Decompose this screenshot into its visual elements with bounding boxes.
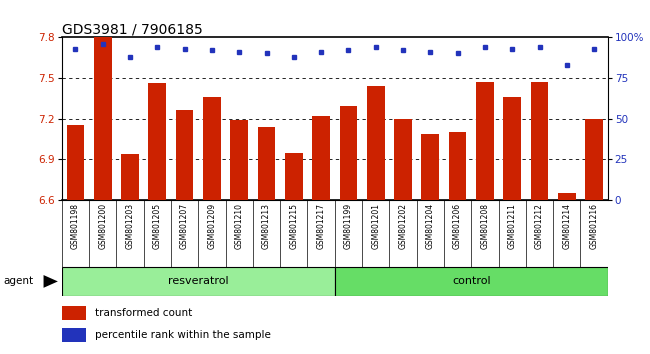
Bar <box>176 110 194 200</box>
Bar <box>503 97 521 200</box>
Bar <box>62 306 86 320</box>
Bar <box>476 82 494 200</box>
Text: GSM801210: GSM801210 <box>235 203 244 249</box>
Text: GDS3981 / 7906185: GDS3981 / 7906185 <box>62 22 203 36</box>
Bar <box>285 153 303 200</box>
Text: GSM801216: GSM801216 <box>590 203 599 249</box>
Text: GSM801202: GSM801202 <box>398 203 408 249</box>
Text: GSM801198: GSM801198 <box>71 203 80 249</box>
Text: GSM801215: GSM801215 <box>289 203 298 249</box>
Bar <box>394 119 412 200</box>
Bar <box>148 83 166 200</box>
Bar <box>230 120 248 200</box>
Text: GSM801207: GSM801207 <box>180 203 189 250</box>
Bar <box>94 37 112 200</box>
Text: GSM801209: GSM801209 <box>207 203 216 250</box>
Text: transformed count: transformed count <box>95 308 192 318</box>
Bar <box>121 154 139 200</box>
Text: GSM801204: GSM801204 <box>426 203 435 250</box>
Text: agent: agent <box>3 276 33 286</box>
Bar <box>62 327 86 342</box>
Bar <box>257 127 276 200</box>
Bar <box>558 193 576 200</box>
Text: GSM801217: GSM801217 <box>317 203 326 249</box>
Bar <box>530 82 549 200</box>
Bar <box>339 106 358 200</box>
Text: GSM801200: GSM801200 <box>98 203 107 250</box>
Bar <box>448 132 467 200</box>
Text: GSM801201: GSM801201 <box>371 203 380 249</box>
Text: resveratrol: resveratrol <box>168 276 229 286</box>
Text: control: control <box>452 276 491 286</box>
Text: GSM801208: GSM801208 <box>480 203 489 249</box>
Bar <box>66 125 84 200</box>
Text: GSM801211: GSM801211 <box>508 203 517 249</box>
Text: GSM801214: GSM801214 <box>562 203 571 249</box>
Text: GSM801205: GSM801205 <box>153 203 162 250</box>
Bar <box>421 133 439 200</box>
Text: GSM801212: GSM801212 <box>535 203 544 249</box>
Text: GSM801203: GSM801203 <box>125 203 135 250</box>
Text: GSM801213: GSM801213 <box>262 203 271 249</box>
Text: percentile rank within the sample: percentile rank within the sample <box>95 330 270 340</box>
Text: GSM801199: GSM801199 <box>344 203 353 250</box>
Text: GSM801206: GSM801206 <box>453 203 462 250</box>
Bar <box>585 119 603 200</box>
Bar <box>312 116 330 200</box>
Bar <box>62 267 335 296</box>
Bar <box>367 86 385 200</box>
Bar <box>203 97 221 200</box>
Bar <box>335 267 608 296</box>
